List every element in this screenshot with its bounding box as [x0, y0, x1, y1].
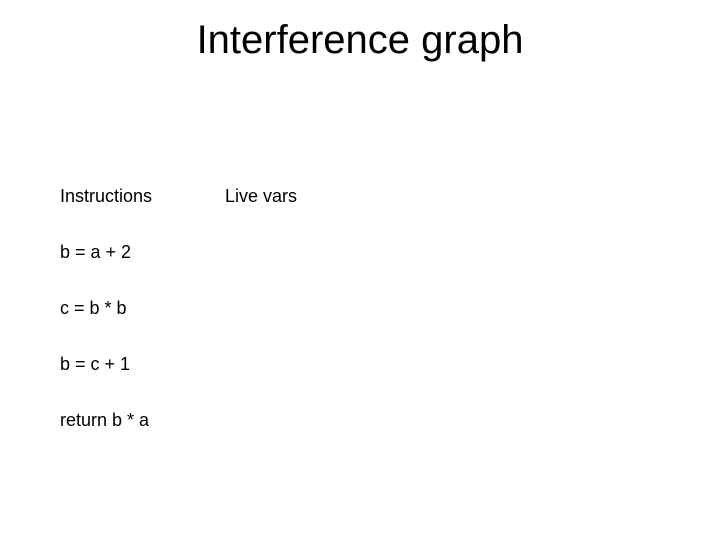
instruction-row: b = c + 1 — [60, 354, 130, 375]
instruction-row: b = a + 2 — [60, 242, 131, 263]
instruction-row: return b * a — [60, 410, 149, 431]
instructions-column-header: Instructions — [60, 186, 152, 207]
page-title: Interference graph — [0, 18, 720, 63]
instruction-row: c = b * b — [60, 298, 127, 319]
livevars-column-header: Live vars — [225, 186, 297, 207]
